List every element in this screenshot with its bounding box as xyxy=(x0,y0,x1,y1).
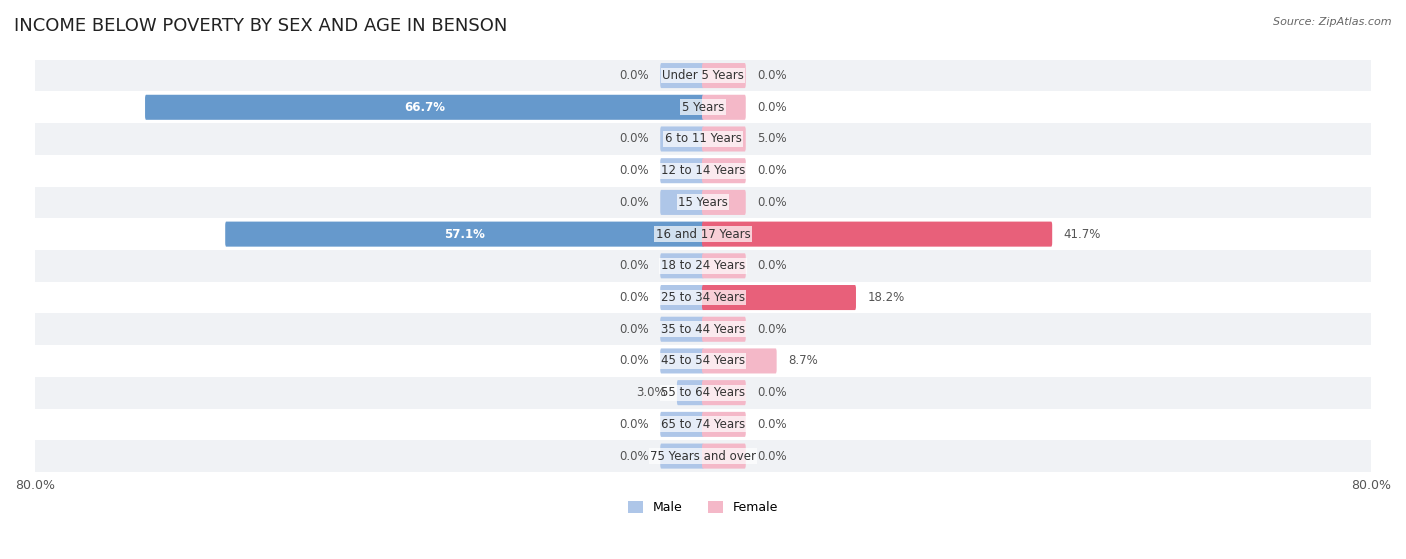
FancyBboxPatch shape xyxy=(661,253,704,278)
Bar xyxy=(35,60,1371,92)
Text: 0.0%: 0.0% xyxy=(619,418,648,431)
FancyBboxPatch shape xyxy=(661,63,704,88)
Text: 45 to 54 Years: 45 to 54 Years xyxy=(661,354,745,367)
FancyBboxPatch shape xyxy=(702,380,745,405)
FancyBboxPatch shape xyxy=(702,443,745,468)
Text: 0.0%: 0.0% xyxy=(619,196,648,209)
Text: 0.0%: 0.0% xyxy=(619,291,648,304)
Text: 0.0%: 0.0% xyxy=(758,418,787,431)
FancyBboxPatch shape xyxy=(702,221,1052,247)
Bar xyxy=(35,187,1371,218)
Text: 5 Years: 5 Years xyxy=(682,101,724,114)
Text: 8.7%: 8.7% xyxy=(789,354,818,367)
Text: 0.0%: 0.0% xyxy=(619,323,648,336)
FancyBboxPatch shape xyxy=(145,95,704,120)
Text: 0.0%: 0.0% xyxy=(758,196,787,209)
Bar xyxy=(35,92,1371,123)
FancyBboxPatch shape xyxy=(702,190,745,215)
FancyBboxPatch shape xyxy=(702,63,745,88)
Text: 66.7%: 66.7% xyxy=(404,101,446,114)
FancyBboxPatch shape xyxy=(661,443,704,468)
Bar xyxy=(35,123,1371,155)
Text: 35 to 44 Years: 35 to 44 Years xyxy=(661,323,745,336)
FancyBboxPatch shape xyxy=(702,412,745,437)
FancyBboxPatch shape xyxy=(702,317,745,342)
Text: 0.0%: 0.0% xyxy=(758,101,787,114)
Text: 18.2%: 18.2% xyxy=(868,291,904,304)
Bar xyxy=(35,155,1371,187)
Text: Source: ZipAtlas.com: Source: ZipAtlas.com xyxy=(1274,17,1392,27)
FancyBboxPatch shape xyxy=(661,158,704,183)
Text: 65 to 74 Years: 65 to 74 Years xyxy=(661,418,745,431)
FancyBboxPatch shape xyxy=(676,380,704,405)
Bar xyxy=(35,314,1371,345)
Text: 15 Years: 15 Years xyxy=(678,196,728,209)
Text: 0.0%: 0.0% xyxy=(758,449,787,463)
Text: 16 and 17 Years: 16 and 17 Years xyxy=(655,228,751,240)
Text: 6 to 11 Years: 6 to 11 Years xyxy=(665,132,741,145)
Text: 25 to 34 Years: 25 to 34 Years xyxy=(661,291,745,304)
Bar xyxy=(35,345,1371,377)
Bar xyxy=(35,282,1371,314)
Text: 12 to 14 Years: 12 to 14 Years xyxy=(661,164,745,177)
FancyBboxPatch shape xyxy=(661,412,704,437)
FancyBboxPatch shape xyxy=(661,126,704,151)
Text: 0.0%: 0.0% xyxy=(758,259,787,272)
FancyBboxPatch shape xyxy=(225,221,704,247)
Text: 0.0%: 0.0% xyxy=(758,164,787,177)
FancyBboxPatch shape xyxy=(702,126,745,151)
Text: 0.0%: 0.0% xyxy=(619,132,648,145)
Text: 0.0%: 0.0% xyxy=(758,323,787,336)
Text: 0.0%: 0.0% xyxy=(619,354,648,367)
Text: 18 to 24 Years: 18 to 24 Years xyxy=(661,259,745,272)
FancyBboxPatch shape xyxy=(702,285,856,310)
Bar xyxy=(35,218,1371,250)
FancyBboxPatch shape xyxy=(661,285,704,310)
Text: 75 Years and over: 75 Years and over xyxy=(650,449,756,463)
FancyBboxPatch shape xyxy=(702,158,745,183)
Text: 41.7%: 41.7% xyxy=(1064,228,1101,240)
Text: 0.0%: 0.0% xyxy=(619,164,648,177)
Text: Under 5 Years: Under 5 Years xyxy=(662,69,744,82)
Text: 57.1%: 57.1% xyxy=(444,228,485,240)
Text: INCOME BELOW POVERTY BY SEX AND AGE IN BENSON: INCOME BELOW POVERTY BY SEX AND AGE IN B… xyxy=(14,17,508,35)
FancyBboxPatch shape xyxy=(661,190,704,215)
Bar xyxy=(35,377,1371,409)
Text: 0.0%: 0.0% xyxy=(758,386,787,399)
Bar xyxy=(35,250,1371,282)
Text: 3.0%: 3.0% xyxy=(636,386,665,399)
FancyBboxPatch shape xyxy=(661,348,704,373)
FancyBboxPatch shape xyxy=(661,317,704,342)
FancyBboxPatch shape xyxy=(702,253,745,278)
Text: 0.0%: 0.0% xyxy=(619,69,648,82)
Legend: Male, Female: Male, Female xyxy=(623,496,783,519)
Bar xyxy=(35,440,1371,472)
Text: 55 to 64 Years: 55 to 64 Years xyxy=(661,386,745,399)
Text: 0.0%: 0.0% xyxy=(758,69,787,82)
Text: 0.0%: 0.0% xyxy=(619,449,648,463)
Bar xyxy=(35,409,1371,440)
Text: 5.0%: 5.0% xyxy=(758,132,787,145)
FancyBboxPatch shape xyxy=(702,348,776,373)
Text: 0.0%: 0.0% xyxy=(619,259,648,272)
FancyBboxPatch shape xyxy=(702,95,745,120)
